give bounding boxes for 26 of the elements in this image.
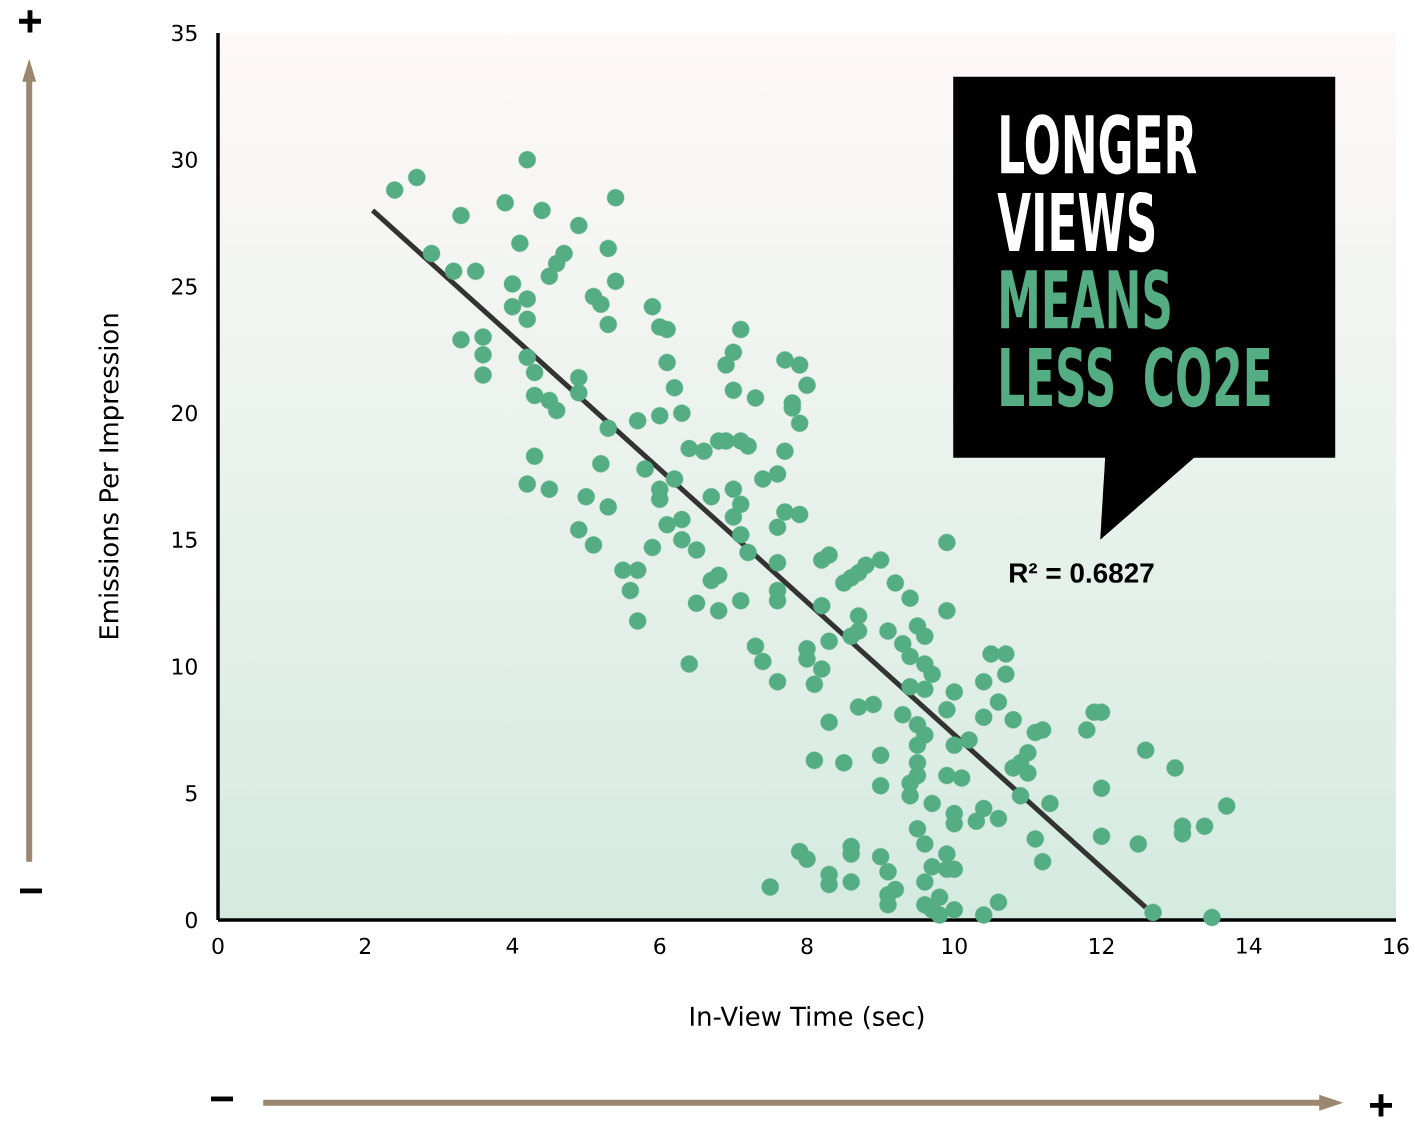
text: − xyxy=(211,1096,233,1102)
text: + xyxy=(1370,1094,1393,1117)
y-tick-label: 0 xyxy=(185,911,197,929)
text: + xyxy=(19,10,42,33)
y-tick-label: 30 xyxy=(172,151,197,168)
annotation: MEANS LESS CO2E xyxy=(1001,269,1270,408)
y-tick-label: 15 xyxy=(172,531,197,548)
annotation: R² = 0.6827 xyxy=(1010,563,1154,583)
y-tick-label: 20 xyxy=(172,404,197,422)
x-tick-label: 8 xyxy=(801,937,813,955)
x-tick-label: 14 xyxy=(1237,937,1262,954)
text: − xyxy=(20,888,42,894)
annotation: LONGER VIEWS xyxy=(997,114,1197,253)
x-tick-label: 2 xyxy=(359,937,371,954)
y-tick-label: 5 xyxy=(186,785,197,802)
y-tick-label: 35 xyxy=(172,24,197,42)
y-tick-label: 25 xyxy=(172,278,197,295)
x-tick-label: 6 xyxy=(654,937,666,955)
x-tick-label: 16 xyxy=(1384,937,1409,955)
y-tick-label: 10 xyxy=(172,658,197,675)
x-axis-title: In-View Time (sec) xyxy=(691,1006,924,1030)
x-tick-label: 4 xyxy=(506,937,519,954)
x-tick-label: 10 xyxy=(942,937,967,955)
x-tick-label: 0 xyxy=(212,937,224,955)
x-tick-label: 12 xyxy=(1089,937,1114,954)
y-axis-title: Emissions Per Impression xyxy=(98,314,124,639)
